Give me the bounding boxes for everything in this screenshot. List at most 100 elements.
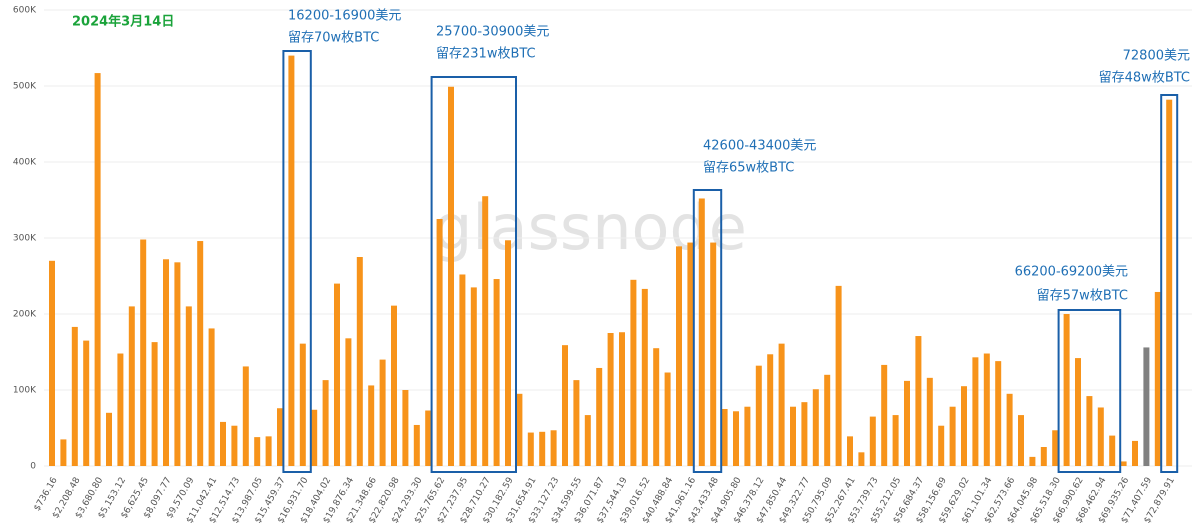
bar bbox=[71, 326, 78, 466]
bar bbox=[345, 338, 352, 466]
bar bbox=[881, 364, 888, 466]
bar bbox=[1040, 447, 1047, 466]
y-tick-label: 500K bbox=[13, 82, 37, 92]
bar bbox=[733, 411, 739, 466]
bar bbox=[653, 348, 660, 466]
annotation-text: 42600-43400美元 bbox=[703, 139, 816, 154]
bar bbox=[299, 343, 306, 466]
y-tick-label: 100K bbox=[13, 386, 37, 396]
bar bbox=[1166, 99, 1173, 467]
bar bbox=[448, 86, 454, 466]
bar bbox=[938, 425, 945, 466]
bar bbox=[254, 437, 261, 466]
bar bbox=[379, 359, 386, 466]
bar bbox=[983, 353, 990, 466]
bar bbox=[767, 354, 774, 466]
bar bbox=[334, 283, 340, 466]
bar bbox=[1052, 430, 1059, 466]
bar bbox=[1109, 435, 1116, 466]
y-tick-label: 0 bbox=[30, 462, 36, 472]
bar bbox=[1154, 291, 1161, 466]
bar bbox=[197, 241, 204, 466]
bar bbox=[539, 431, 546, 466]
bar bbox=[117, 353, 124, 466]
bar bbox=[687, 242, 694, 466]
bar bbox=[322, 380, 329, 466]
bar bbox=[1143, 347, 1150, 466]
annotation-text: 16200-16900美元 bbox=[288, 9, 401, 24]
annotation-text: 留存57w枚BTC bbox=[1037, 289, 1128, 304]
bar bbox=[607, 333, 614, 466]
bar bbox=[356, 257, 363, 466]
bar bbox=[1063, 314, 1070, 466]
bar bbox=[208, 328, 215, 466]
annotation-box bbox=[692, 189, 723, 473]
bar bbox=[482, 196, 489, 466]
annotation-text: 留存65w枚BTC bbox=[703, 161, 794, 176]
bar bbox=[277, 408, 283, 466]
bar bbox=[1075, 358, 1081, 466]
annotation-box bbox=[282, 50, 312, 473]
annotation-text: 留存48w枚BTC bbox=[1099, 71, 1190, 86]
bar bbox=[106, 412, 112, 466]
bar bbox=[1029, 456, 1036, 466]
bar bbox=[128, 306, 135, 466]
annotation-box bbox=[1057, 309, 1122, 473]
bar bbox=[892, 415, 899, 466]
bar bbox=[721, 409, 728, 466]
bar bbox=[710, 242, 717, 466]
bar bbox=[584, 415, 591, 466]
y-tick-label: 300K bbox=[13, 234, 37, 244]
bar bbox=[1132, 440, 1138, 466]
bar bbox=[163, 259, 169, 466]
bar bbox=[562, 345, 568, 466]
bar bbox=[676, 246, 682, 466]
bar bbox=[288, 55, 295, 466]
bar bbox=[744, 406, 751, 466]
bar bbox=[94, 73, 101, 466]
date-label: 2024年3月14日 bbox=[72, 14, 174, 30]
bar bbox=[926, 377, 933, 466]
bar bbox=[242, 366, 249, 466]
annotation-text: 66200-69200美元 bbox=[1015, 265, 1128, 280]
bar bbox=[619, 332, 625, 466]
bar bbox=[596, 367, 603, 466]
bar bbox=[1086, 396, 1093, 466]
bar bbox=[49, 260, 55, 466]
bar bbox=[858, 452, 865, 466]
y-tick-label: 200K bbox=[13, 310, 37, 320]
bar bbox=[1006, 393, 1013, 466]
annotation-text: 留存70w枚BTC bbox=[288, 31, 379, 46]
bar bbox=[425, 410, 432, 466]
bar bbox=[847, 436, 853, 466]
bar bbox=[869, 416, 876, 466]
bar bbox=[265, 436, 272, 466]
bar bbox=[402, 390, 409, 466]
bar bbox=[824, 374, 831, 466]
bar bbox=[1097, 407, 1104, 466]
bar bbox=[1120, 461, 1127, 466]
bar bbox=[140, 239, 147, 466]
y-tick-label: 400K bbox=[13, 158, 37, 168]
bar bbox=[436, 219, 443, 466]
bar bbox=[83, 340, 90, 466]
bar bbox=[459, 274, 466, 466]
bar bbox=[573, 380, 580, 466]
bar bbox=[835, 285, 842, 466]
annotation-text: 25700-30900美元 bbox=[436, 25, 549, 40]
bar bbox=[231, 425, 238, 466]
annotation-box bbox=[1160, 94, 1179, 473]
bar bbox=[550, 430, 557, 466]
bar bbox=[755, 365, 762, 466]
bar bbox=[949, 406, 956, 466]
bar bbox=[630, 279, 637, 466]
bar bbox=[801, 402, 808, 466]
bar bbox=[493, 279, 500, 466]
y-tick-label: 600K bbox=[13, 6, 37, 16]
annotation-text: 留存231w枚BTC bbox=[436, 47, 536, 62]
bar bbox=[904, 380, 910, 466]
bar bbox=[641, 288, 648, 466]
bar bbox=[174, 262, 181, 466]
bar bbox=[505, 240, 511, 466]
